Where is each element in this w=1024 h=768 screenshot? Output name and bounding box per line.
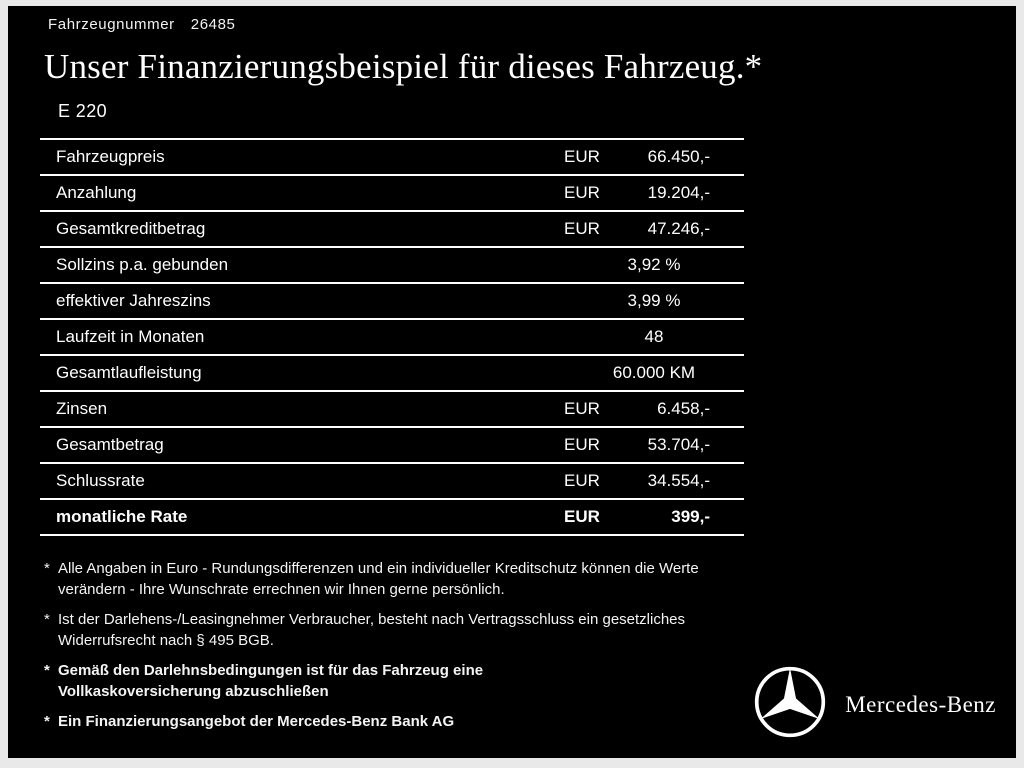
row-value: 47.246,- xyxy=(647,219,710,238)
footnote: * Ein Finanzierungsangebot der Mercedes-… xyxy=(44,711,1016,732)
financing-table: Fahrzeugpreis EUR 66.450,- Anzahlung EUR 1… xyxy=(40,138,744,536)
row-label: Anzahlung xyxy=(56,183,137,202)
row-value: 6.458,- xyxy=(657,399,710,418)
row-value: 60.000 KM xyxy=(612,363,696,382)
row-currency: EUR xyxy=(564,219,600,238)
row-label: Gesamtbetrag xyxy=(56,435,164,454)
row-label: Zinsen xyxy=(56,399,108,418)
model-name: E 220 xyxy=(58,101,108,121)
row-value: 3,92 % xyxy=(627,255,681,274)
table-row: Schlussrate EUR 34.554,- xyxy=(40,462,744,498)
table-row: Zinsen EUR 6.458,- xyxy=(40,390,744,426)
mercedes-star-icon xyxy=(753,665,827,744)
table-row: Sollzins p.a. gebunden 3,92 % xyxy=(40,246,744,282)
footnote: * Alle Angaben in Euro - Rundungsdiffere… xyxy=(44,558,1016,600)
vehicle-number-label: Fahrzeugnummer xyxy=(48,16,175,33)
row-label: effektiver Jahreszins xyxy=(56,291,211,310)
footnote: * Ist der Darlehens-/Leasingnehmer Verbr… xyxy=(44,609,1016,651)
footnote-text: Gemäß den Darlehnsbedingungen ist für da… xyxy=(58,662,484,700)
footnotes: * Alle Angaben in Euro - Rundungsdiffere… xyxy=(44,558,1016,732)
row-currency: EUR xyxy=(564,507,600,526)
row-currency: EUR xyxy=(564,435,600,454)
page-title: Unser Finanzierungsbeispiel für dieses F… xyxy=(44,47,763,86)
footnote-marker: * xyxy=(44,713,50,730)
row-label: Laufzeit in Monaten xyxy=(56,327,205,346)
footnote-text: Ist der Darlehens-/Leasingnehmer Verbrau… xyxy=(58,611,686,649)
brand-block: Mercedes-Benz xyxy=(753,665,996,744)
row-currency: EUR xyxy=(564,471,600,490)
row-label: monatliche Rate xyxy=(56,507,188,526)
footnote-text: Ein Finanzierungsangebot der Mercedes-Be… xyxy=(58,713,455,730)
row-label: Fahrzeugpreis xyxy=(56,147,165,166)
row-value: 19.204,- xyxy=(647,183,710,202)
row-label: Sollzins p.a. gebunden xyxy=(56,255,229,274)
row-value: 3,99 % xyxy=(627,291,681,310)
row-value: 66.450,- xyxy=(647,147,710,166)
footnote-marker: * xyxy=(44,611,50,628)
row-currency: EUR xyxy=(564,399,600,418)
row-value: 34.554,- xyxy=(647,471,710,490)
table-row-monthly-rate: monatliche Rate EUR 399,- xyxy=(40,498,744,534)
content-frame: Fahrzeugnummer 26485 Unser Finanzierungs… xyxy=(8,6,1016,758)
table-row: Fahrzeugpreis EUR 66.450,- xyxy=(40,138,744,174)
table-row: Anzahlung EUR 19.204,- xyxy=(40,174,744,210)
vehicle-number-value: 26485 xyxy=(190,16,236,33)
row-value: 48 xyxy=(644,327,664,346)
footnote-marker: * xyxy=(44,560,50,577)
brand-wordmark: Mercedes-Benz xyxy=(845,691,996,717)
table-row: Gesamtkreditbetrag EUR 47.246,- xyxy=(40,210,744,246)
footnote-text: Alle Angaben in Euro - Rundungsdifferenz… xyxy=(58,560,699,598)
table-row: effektiver Jahreszins 3,99 % xyxy=(40,282,744,318)
table-row: Gesamtbetrag EUR 53.704,- xyxy=(40,426,744,462)
row-label: Gesamtkreditbetrag xyxy=(56,219,206,238)
row-label: Gesamtlaufleistung xyxy=(56,363,202,382)
table-row: Gesamtlaufleistung 60.000 KM xyxy=(40,354,744,390)
footnote: * Gemäß den Darlehnsbedingungen ist für … xyxy=(44,660,1016,702)
row-label: Schlussrate xyxy=(56,471,145,490)
row-value: 53.704,- xyxy=(647,435,710,454)
table-row: Laufzeit in Monaten 48 xyxy=(40,318,744,354)
row-currency: EUR xyxy=(564,147,600,166)
footnote-marker: * xyxy=(44,662,50,679)
vehicle-number: Fahrzeugnummer 26485 xyxy=(48,16,1016,33)
row-currency: EUR xyxy=(564,183,600,202)
row-value: 399,- xyxy=(671,507,710,526)
